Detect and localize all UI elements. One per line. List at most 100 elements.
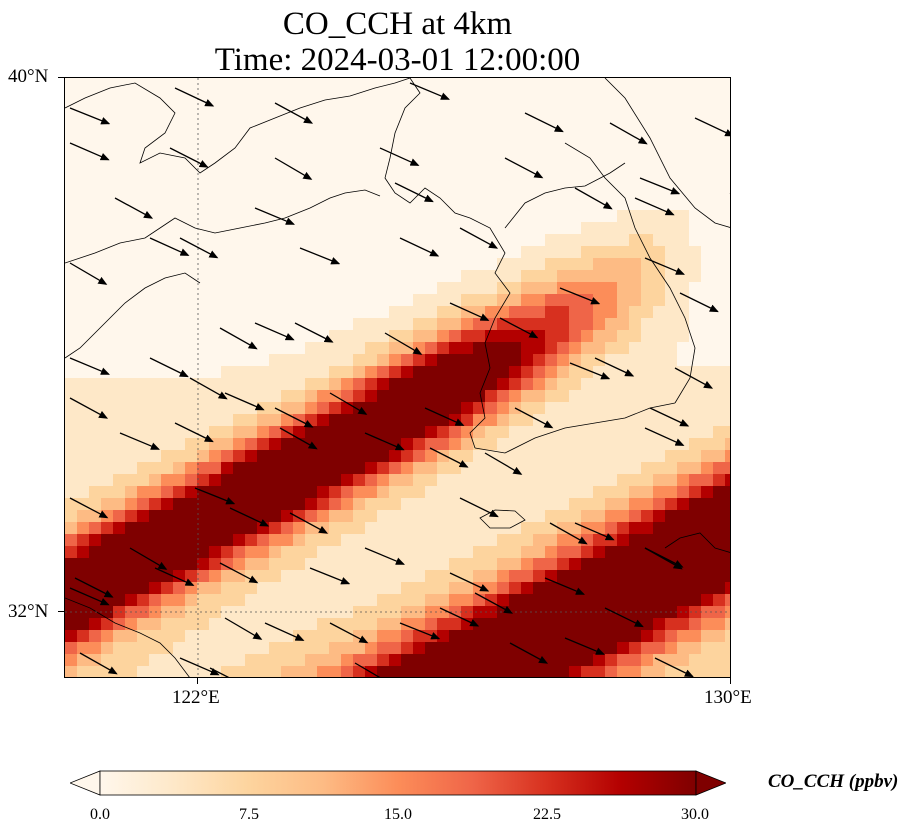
field-cell — [461, 186, 474, 199]
field-cell — [329, 246, 342, 259]
field-cell — [401, 486, 414, 499]
field-cell — [689, 450, 702, 463]
map-panel[interactable] — [64, 77, 731, 678]
field-cell — [557, 198, 570, 211]
field-cell — [485, 474, 498, 487]
field-cell — [233, 174, 246, 187]
field-cell — [521, 390, 534, 403]
field-cell — [653, 318, 666, 331]
field-cell — [305, 258, 318, 271]
field-cell — [341, 222, 354, 235]
field-cell — [113, 486, 126, 499]
field-cell — [653, 90, 666, 103]
wind-arrow — [574, 187, 613, 210]
field-cell — [233, 354, 246, 367]
field-cell — [689, 642, 702, 655]
field-cell — [365, 330, 378, 343]
field-cell — [713, 114, 726, 127]
field-cell — [437, 570, 450, 583]
field-cell — [353, 438, 366, 451]
field-cell — [701, 282, 714, 295]
field-cell — [425, 198, 438, 211]
field-cell — [689, 630, 702, 643]
field-cell — [173, 654, 186, 667]
field-cell — [401, 582, 414, 595]
field-cell — [665, 390, 678, 403]
field-cell — [545, 78, 558, 91]
field-cell — [425, 630, 438, 643]
field-cell — [617, 534, 630, 547]
wind-arrow — [219, 327, 258, 350]
field-cell — [197, 294, 210, 307]
field-cell — [485, 570, 498, 583]
field-cell — [185, 306, 198, 319]
field-cell — [329, 522, 342, 535]
field-cell — [677, 174, 690, 187]
field-cell — [329, 222, 342, 235]
field-cell — [329, 534, 342, 547]
field-cell — [173, 594, 186, 607]
field-cell — [665, 474, 678, 487]
field-cell — [161, 366, 174, 379]
field-cell — [341, 390, 354, 403]
field-cell — [197, 234, 210, 247]
field-cell — [689, 498, 702, 511]
field-cell — [221, 642, 234, 655]
field-cell — [521, 570, 534, 583]
field-cell — [281, 366, 294, 379]
field-cell — [701, 654, 714, 667]
field-cell — [377, 306, 390, 319]
field-cell — [473, 546, 486, 559]
field-cell — [593, 534, 606, 547]
field-cell — [389, 594, 402, 607]
field-cell — [461, 162, 474, 175]
field-cell — [533, 258, 546, 271]
field-cell — [689, 438, 702, 451]
coastline-shandong — [65, 189, 381, 264]
field-cell — [101, 354, 114, 367]
field-cell — [713, 534, 726, 547]
field-cell — [101, 342, 114, 355]
field-cell — [713, 438, 726, 451]
field-cell — [665, 270, 678, 283]
field-cell — [473, 462, 486, 475]
field-cell — [725, 234, 730, 247]
field-cell — [545, 210, 558, 223]
field-cell — [641, 234, 654, 247]
field-cell — [173, 150, 186, 163]
field-cell — [353, 534, 366, 547]
field-cell — [101, 330, 114, 343]
field-cell — [581, 378, 594, 391]
colorbar — [70, 770, 726, 796]
field-cell — [473, 102, 486, 115]
field-cell — [293, 342, 306, 355]
field-cell — [125, 306, 138, 319]
field-cell — [425, 594, 438, 607]
field-cell — [221, 522, 234, 535]
field-cell — [629, 150, 642, 163]
field-cell — [437, 258, 450, 271]
field-cell — [629, 78, 642, 91]
field-cell — [725, 474, 730, 487]
field-cell — [173, 606, 186, 619]
field-cell — [197, 258, 210, 271]
field-cell — [701, 522, 714, 535]
field-cell — [329, 510, 342, 523]
field-cell — [221, 438, 234, 451]
field-cell — [677, 390, 690, 403]
wind-arrow — [219, 562, 259, 584]
field-cell — [257, 114, 270, 127]
field-cell — [125, 210, 138, 223]
field-cell — [725, 510, 730, 523]
field-cell — [557, 222, 570, 235]
field-cell — [293, 654, 306, 667]
field-cell — [245, 138, 258, 151]
field-cell — [545, 234, 558, 247]
field-cell — [137, 246, 150, 259]
field-cell — [293, 570, 306, 583]
field-cell — [677, 198, 690, 211]
field-cell — [725, 354, 730, 367]
field-cell — [413, 642, 426, 655]
field-cell — [605, 498, 618, 511]
field-cell — [629, 510, 642, 523]
